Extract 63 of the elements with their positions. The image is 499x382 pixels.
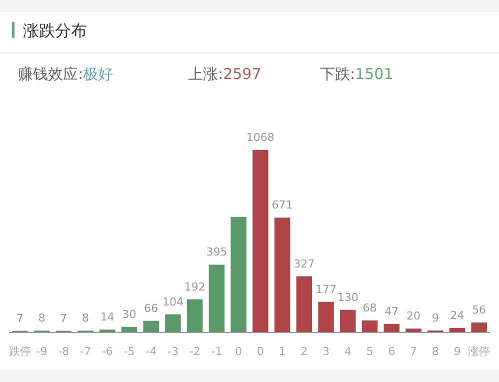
x-tick-label: 5 [366, 345, 374, 358]
x-tick-label: -4 [146, 345, 157, 358]
x-tick-label: 3 [322, 345, 330, 358]
x-tick-label: -1 [211, 345, 222, 358]
bar [143, 320, 159, 332]
data-label: 7 [16, 312, 24, 325]
x-tick-label: 0 [235, 345, 242, 358]
text: 上涨:2597 [188, 65, 262, 83]
data-label: 104 [162, 295, 184, 308]
data-label: 66 [144, 302, 158, 315]
data-label: 395 [206, 246, 228, 259]
x-tick-label: -3 [167, 345, 178, 358]
bar [318, 302, 334, 332]
bar [252, 150, 268, 332]
x-tick-label: -8 [58, 345, 70, 358]
bar [471, 322, 487, 332]
x-tick-label: 9 [454, 345, 461, 358]
x-tick-label: -9 [36, 345, 48, 358]
data-label: 14 [100, 310, 114, 324]
data-label: 30 [122, 308, 136, 321]
data-label: 1068 [246, 131, 274, 144]
data-label: 7 [60, 312, 68, 325]
x-tick-label: -2 [189, 345, 200, 358]
bar [406, 328, 422, 332]
x-tick-label: 4 [344, 345, 352, 358]
bar [121, 326, 138, 332]
data-label: 24 [450, 308, 464, 322]
bar [165, 314, 181, 332]
bar [186, 299, 203, 332]
data-label: 130 [337, 290, 358, 304]
data-label: 327 [294, 257, 315, 270]
text: 下跌:1501 [320, 65, 394, 83]
bar [208, 264, 225, 332]
data-label: 56 [472, 303, 486, 316]
data-label: 8 [38, 312, 46, 325]
text: 赚钱效应:极好 [18, 65, 114, 83]
x-tick-label: 1 [278, 345, 286, 358]
x-tick-label: -7 [80, 345, 92, 358]
x-tick-label: -6 [102, 345, 113, 358]
bar [362, 320, 378, 332]
data-label: 9 [432, 311, 439, 324]
bar [449, 328, 466, 332]
bar [340, 310, 356, 332]
data-label: 68 [362, 301, 377, 314]
data-label: 20 [406, 310, 420, 323]
data-label: 671 [272, 198, 293, 212]
bar [274, 218, 290, 332]
x-tick-label: 6 [388, 345, 396, 358]
data-label: 177 [316, 282, 337, 296]
chart-title: 涨跌分布 [23, 21, 87, 40]
x-tick-label: 7 [410, 345, 417, 358]
data-label: 47 [384, 304, 399, 318]
bar [384, 324, 400, 332]
bar [230, 216, 246, 332]
data-label: 192 [184, 280, 206, 294]
x-tick-label: -5 [124, 345, 135, 358]
x-tick-label: 2 [300, 345, 308, 358]
bar [296, 276, 312, 332]
x-tick-label: 涨停 [468, 345, 490, 358]
x-tick-label: 跌停 [8, 345, 31, 358]
data-label: 8 [82, 312, 90, 325]
x-tick-label: 0 [256, 345, 264, 358]
x-tick-label: 8 [432, 345, 439, 358]
